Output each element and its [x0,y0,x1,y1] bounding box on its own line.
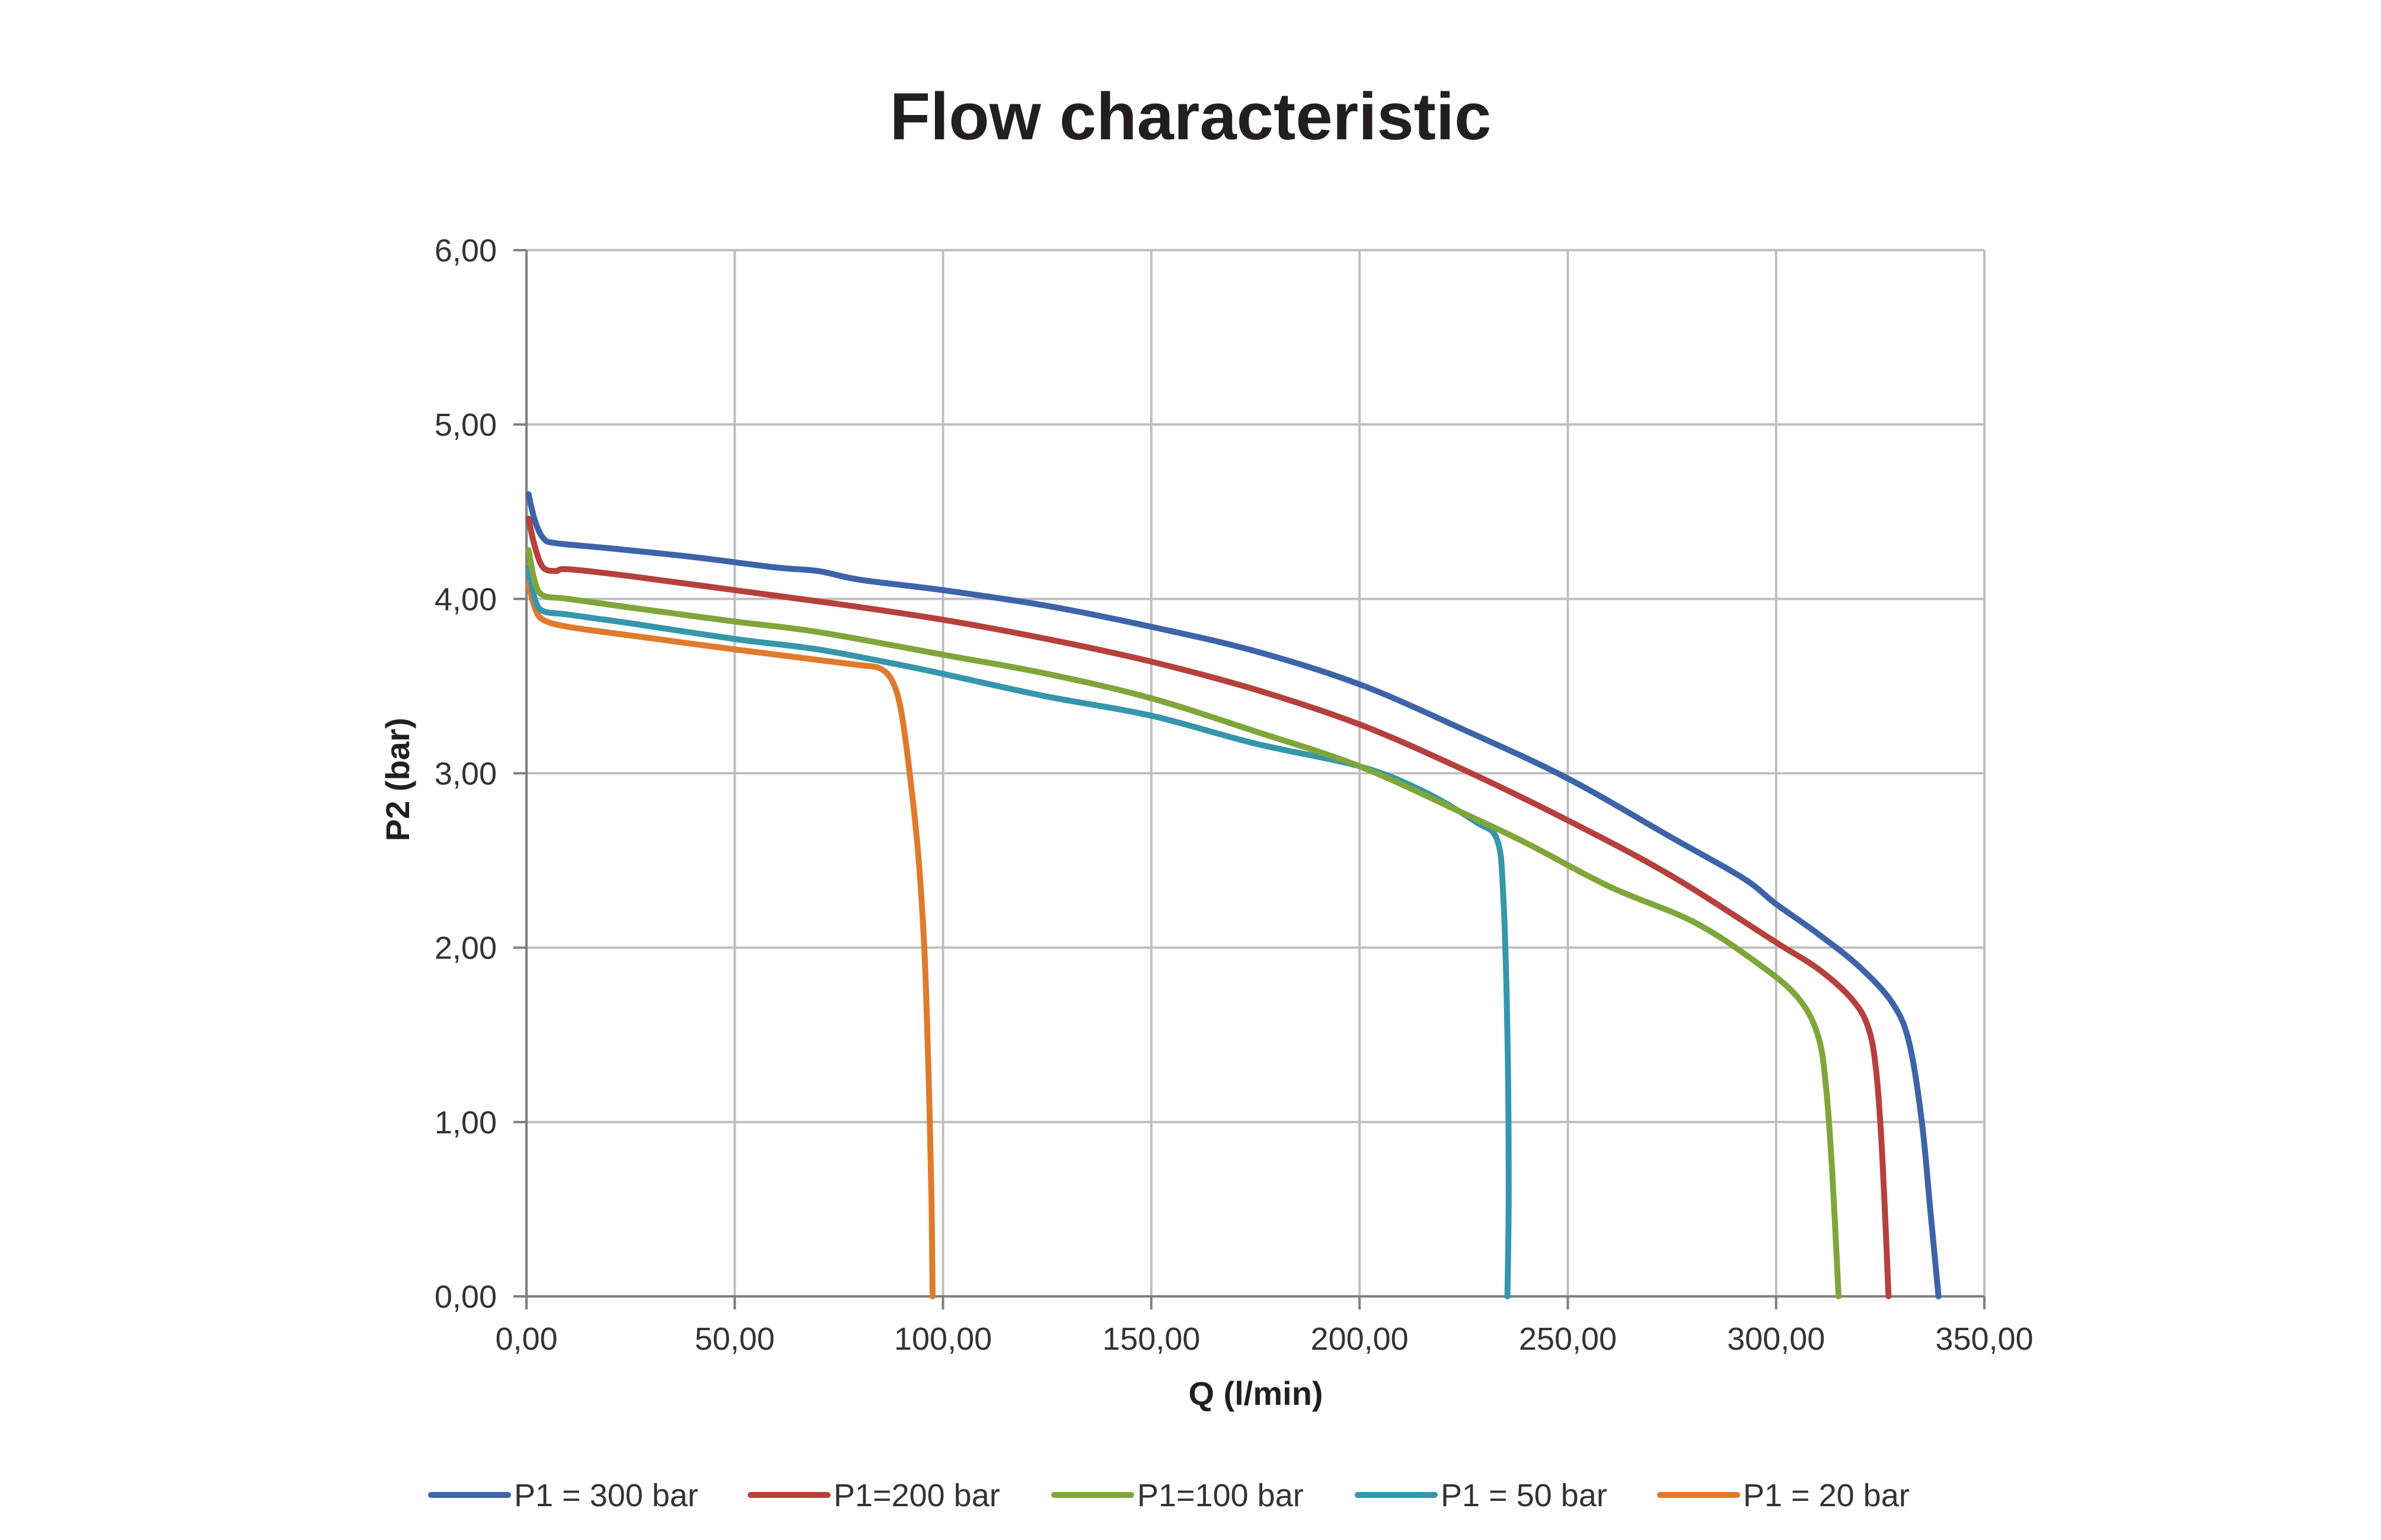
legend-label: P1=100 bar [1137,1478,1304,1513]
x-tick-label: 300,00 [1727,1321,1825,1357]
x-axis-title: Q (l/min) [1188,1375,1323,1412]
legend-label: P1 = 50 bar [1441,1478,1607,1513]
x-tick-label: 0,00 [495,1321,557,1357]
y-tick-label: 3,00 [435,756,497,792]
axes [513,249,1986,1309]
series-line-p1-50-bar [525,564,1512,1299]
x-tick-label: 200,00 [1311,1321,1409,1357]
y-tick-label: 2,00 [435,931,497,966]
legend-item-p1-200-bar: P1=200 bar [748,1478,1000,1513]
series-line-p1-300-bar [525,491,1942,1299]
chart-title: Flow characteristic [890,79,1492,154]
y-tick-label: 0,00 [435,1279,497,1315]
series-line-p1-200-bar [525,516,1892,1299]
legend-label: P1 = 300 bar [514,1478,698,1513]
legend-item-p1-100-bar: P1=100 bar [1051,1478,1304,1513]
data-series [525,491,1942,1299]
tick-labels: 0,00 50,00 100,00 150,00 200,00 250,00 300,00 3… [435,233,2034,1357]
legend-item-p1-50-bar: P1 = 50 bar [1355,1478,1607,1513]
x-tick-label: 250,00 [1519,1321,1617,1357]
series-line-p1-20-bar [525,582,936,1299]
legend: P1 = 300 bar P1=200 bar P1=100 bar P1 = 50 … [428,1478,1910,1513]
x-tick-label: 350,00 [1935,1321,2033,1357]
legend-label: P1=200 bar [834,1478,1000,1513]
x-tick-label: 150,00 [1102,1321,1200,1357]
legend-item-p1-20-bar: P1 = 20 bar [1657,1478,1910,1513]
series-line-p1-100-bar [525,547,1842,1299]
y-tick-label: 6,00 [435,233,497,269]
legend-item-p1-300-bar: P1 = 300 bar [428,1478,698,1513]
x-tick-label: 100,00 [894,1321,992,1357]
legend-label: P1 = 20 bar [1743,1478,1910,1513]
x-tick-label: 50,00 [695,1321,775,1357]
gridlines [526,249,1986,1296]
y-tick-label: 4,00 [435,582,497,617]
y-tick-label: 5,00 [435,407,497,443]
y-axis-title: P2 (bar) [379,718,416,842]
y-tick-label: 1,00 [435,1105,497,1140]
